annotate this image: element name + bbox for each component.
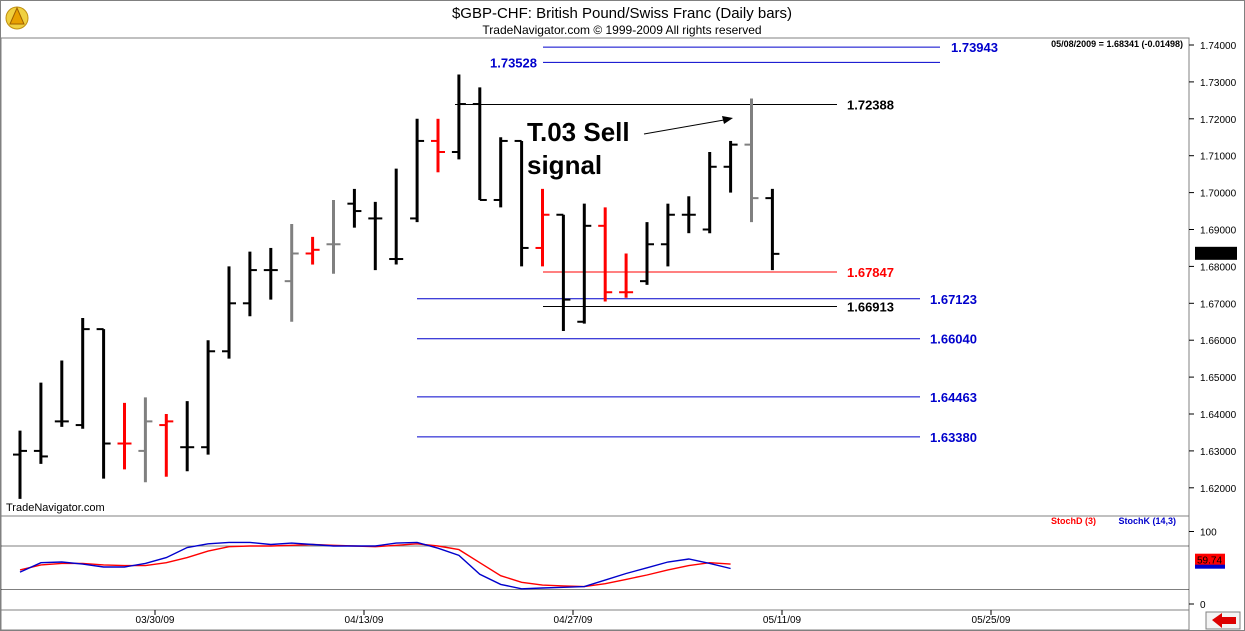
ohlc-bar [222, 266, 236, 359]
ohlc-bar [326, 199, 341, 274]
price-tick-label: 1.67000 [1200, 299, 1237, 310]
chart-title: $GBP-CHF: British Pound/Swiss Franc (Dai… [452, 5, 792, 22]
price-tick-label: 1.74000 [1200, 41, 1237, 52]
ohlc-bar [33, 382, 48, 464]
level-label: 1.73528 [490, 55, 537, 70]
level-label: 1.67847 [847, 265, 894, 280]
stoch-value-tag [1195, 553, 1225, 568]
ohlc-bar [431, 118, 445, 173]
price-tick-label: 1.70000 [1200, 189, 1237, 200]
ohlc-bar [96, 328, 111, 479]
price-tick-label: 1.72000 [1200, 115, 1237, 126]
price-bars [13, 74, 780, 499]
ohlc-bar [619, 253, 634, 298]
ohlc-bar [640, 222, 654, 285]
scroll-right-button[interactable] [1205, 611, 1241, 630]
trade-navigator-logo-icon [5, 6, 29, 30]
stochastic-lines [19, 541, 731, 590]
ohlc-bar [368, 201, 383, 271]
ohlc-bar [13, 430, 27, 499]
level-label: 1.66040 [930, 332, 977, 347]
price-tick-label: 1.65000 [1200, 373, 1237, 384]
annotation-arrow [643, 116, 733, 135]
ohlc-bar [410, 118, 425, 223]
ohlc-bar [159, 414, 174, 477]
date-tick-label: 04/13/09 [345, 615, 384, 626]
stochk-line [19, 541, 731, 590]
fib-levels: 1.73943 1.73528 1.72388 1.67847 1.67123 1.669… [417, 40, 998, 445]
price-tick-label: 1.63000 [1200, 447, 1237, 458]
price-axis: 1.74000 1.73000 1.72000 1.71000 1.70000 1.690… [1189, 41, 1237, 611]
price-panel [0, 37, 1190, 517]
date-tick-label: 03/30/09 [136, 615, 175, 626]
ohlc-bar [577, 203, 592, 324]
level-label: 1.63380 [930, 430, 977, 445]
ohlc-bar [702, 152, 717, 234]
ohlc-bar [535, 188, 550, 267]
annotation-line-1: T.03 Sell [527, 117, 630, 147]
level-label: 1.66913 [847, 300, 894, 315]
ohlc-bar [138, 397, 153, 483]
price-tick-label: 1.71000 [1200, 152, 1237, 163]
annotation-line-2: signal [527, 150, 602, 180]
quote-readout: 05/08/2009 = 1.68341 (-0.01498) [1051, 39, 1183, 49]
ohlc-bar [514, 139, 529, 267]
ohlc-bar [472, 87, 487, 201]
stoch-tick-label: 100 [1200, 528, 1217, 539]
ohlc-bar [556, 213, 571, 331]
price-tick-label: 1.62000 [1200, 484, 1237, 495]
ohlc-bar [598, 207, 613, 302]
level-label: 1.73943 [951, 40, 998, 55]
stochk-legend: StochK (14,3) [1118, 516, 1176, 526]
stochd-legend: StochD (3) [1051, 516, 1096, 526]
price-tick-label: 1.69000 [1200, 226, 1237, 237]
price-tick-label: 1.64000 [1200, 410, 1237, 421]
price-tick-label: 1.68000 [1200, 262, 1237, 273]
date-tick-label: 05/25/09 [972, 615, 1011, 626]
stoch-value-label: 59.74 [1197, 556, 1222, 567]
level-label: 1.64463 [930, 390, 977, 405]
stoch-tick-label: 0 [1200, 600, 1206, 611]
ohlc-bar [451, 74, 466, 160]
watermark-text: TradeNavigator.com [6, 502, 105, 514]
ohlc-bar [305, 236, 320, 265]
ohlc-bar [242, 251, 257, 317]
last-price-tag [1195, 246, 1237, 260]
ohlc-bar [723, 140, 738, 193]
ohlc-bar [389, 168, 404, 265]
ohlc-bar [347, 188, 362, 228]
ohlc-bar [180, 401, 195, 472]
copyright-text: TradeNavigator.com © 1999-2009 All right… [482, 23, 761, 37]
ohlc-bar [284, 223, 299, 322]
date-tick-label: 04/27/09 [554, 615, 593, 626]
level-label: 1.67123 [930, 292, 977, 307]
date-axis-ticks: 03/30/09 04/13/09 04/27/09 05/11/09 05/25/09 [136, 610, 1011, 626]
level-label: 1.72388 [847, 97, 894, 112]
ohlc-bar [201, 340, 216, 455]
ohlc-bar [493, 137, 508, 208]
ohlc-bar [765, 188, 780, 271]
date-axis [0, 609, 1190, 631]
stoch-panel [0, 515, 1190, 611]
price-tick-label: 1.73000 [1200, 78, 1237, 89]
ohlc-bar [263, 247, 278, 300]
ohlc-bar [660, 203, 675, 267]
ohlc-bar [744, 98, 759, 223]
ohlc-bar [117, 402, 132, 470]
price-tick-label: 1.66000 [1200, 336, 1237, 347]
last-price-label: 1.68341 [1197, 249, 1234, 260]
stoch-value-tag-k [1195, 564, 1225, 569]
ohlc-bar [75, 318, 90, 429]
ohlc-bar [54, 360, 69, 427]
ohlc-bar [681, 196, 696, 234]
date-tick-label: 05/11/09 [763, 615, 802, 626]
